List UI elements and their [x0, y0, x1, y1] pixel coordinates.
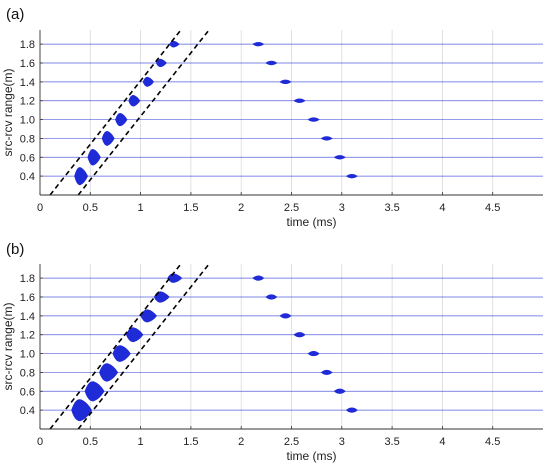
- y-tick-label: 0.8: [20, 133, 35, 145]
- direct-arrival-0.4: [71, 399, 92, 422]
- reflection-arrival-1.2: [293, 332, 306, 338]
- direct-arrival-1.4: [142, 76, 155, 87]
- x-tick-label: 1.5: [183, 436, 198, 448]
- y-tick-label: 1.6: [20, 58, 35, 70]
- x-tick-label: 1: [138, 436, 144, 448]
- direct-arrival-1.4: [140, 309, 158, 323]
- x-tick-label: 0: [37, 436, 43, 448]
- plot-content: [40, 30, 543, 195]
- y-axis-label: src-rcv range(m): [1, 68, 15, 156]
- reflection-arrival-0.8: [320, 369, 333, 376]
- direct-arrival-0.8: [99, 363, 119, 382]
- x-tick-label: 4.5: [485, 436, 500, 448]
- x-tick-label: 0.5: [83, 436, 98, 448]
- y-tick-label: 1.0: [20, 115, 35, 127]
- panel-label: (a): [6, 6, 24, 23]
- x-tick-label: 2.5: [284, 202, 299, 214]
- plot-content: [40, 264, 543, 429]
- y-tick-label: 1.8: [20, 39, 35, 51]
- direct-arrival-0.4: [74, 167, 89, 186]
- direct-arrival-1.2: [128, 94, 141, 107]
- reflection-arrival-0.4: [345, 173, 358, 179]
- reflection-arrival-0.4: [345, 407, 358, 413]
- reflection-arrival-1.8: [252, 41, 265, 47]
- direct-arrival-1.0: [115, 112, 128, 127]
- x-axis-label: time (ms): [287, 215, 337, 229]
- reflection-arrival-1.4: [279, 79, 292, 85]
- reflection-arrival-1.2: [293, 98, 306, 103]
- direct-arrival-0.6: [84, 381, 105, 402]
- x-axis-label: time (ms): [287, 449, 337, 463]
- x-tick-label: 4: [439, 436, 445, 448]
- direct-arrival-1.0: [112, 345, 131, 362]
- x-tick-label: 3: [339, 202, 345, 214]
- x-tick-label: 0.5: [83, 202, 98, 214]
- y-tick-label: 1.0: [20, 349, 35, 361]
- y-tick-label: 0.4: [20, 405, 35, 417]
- direct-arrival-0.8: [101, 131, 115, 146]
- dashed-line-1: [49, 30, 182, 195]
- reflection-arrival-0.6: [333, 155, 346, 160]
- x-tick-label: 3.5: [384, 436, 399, 448]
- direct-arrival-1.8: [167, 273, 183, 283]
- y-tick-label: 1.2: [20, 330, 35, 342]
- reflection-arrival-0.6: [333, 388, 346, 394]
- y-tick-label: 0.8: [20, 367, 35, 379]
- direct-arrival-0.6: [87, 149, 101, 166]
- reflection-arrival-0.8: [320, 136, 333, 141]
- reflection-arrival-1.6: [265, 294, 278, 300]
- reflection-arrival-1.0: [307, 117, 320, 122]
- direct-arrival-1.6: [156, 58, 167, 68]
- x-tick-label: 1: [138, 202, 144, 214]
- y-tick-label: 1.4: [20, 77, 35, 89]
- panel-label: (b): [6, 241, 24, 258]
- panel-2: 0 0.5 1 1.5 2 2.5 3 3.5 4 4.5 0.4 0.6 0.8 1.0 1.2 1.4 1.…: [1, 241, 543, 463]
- y-tick-label: 0.6: [20, 152, 35, 164]
- reflection-arrival-1.4: [279, 313, 292, 319]
- dashed-line-1: [49, 264, 182, 429]
- x-tick-label: 0: [37, 202, 43, 214]
- x-tick-label: 4: [439, 202, 445, 214]
- x-tick-label: 3.5: [384, 202, 399, 214]
- reflection-arrival-1.8: [252, 275, 265, 281]
- y-tick-label: 1.6: [20, 292, 35, 304]
- direct-arrival-1.8: [169, 40, 180, 48]
- x-tick-label: 1.5: [183, 202, 198, 214]
- y-tick-label: 1.4: [20, 311, 35, 323]
- dashed-line-2: [77, 30, 210, 195]
- y-tick-label: 0.4: [20, 171, 35, 183]
- dashed-line-2: [77, 264, 210, 429]
- x-tick-label: 2: [238, 202, 244, 214]
- reflection-arrival-1.6: [265, 60, 278, 66]
- x-tick-label: 2.5: [284, 436, 299, 448]
- panel-1: 0 0.5 1 1.5 2 2.5 3 3.5 4 4.5 0.4 0.6 0.8 1.0 1.2 1.4 1.…: [1, 6, 543, 229]
- y-axis-label: src-rcv range(m): [1, 302, 15, 390]
- x-tick-label: 2: [238, 436, 244, 448]
- y-tick-label: 1.8: [20, 273, 35, 285]
- x-tick-label: 4.5: [485, 202, 500, 214]
- x-tick-label: 3: [339, 436, 345, 448]
- reflection-arrival-1.0: [307, 350, 320, 357]
- y-tick-label: 0.6: [20, 386, 35, 398]
- y-tick-label: 1.2: [20, 96, 35, 108]
- direct-arrival-1.2: [125, 327, 144, 343]
